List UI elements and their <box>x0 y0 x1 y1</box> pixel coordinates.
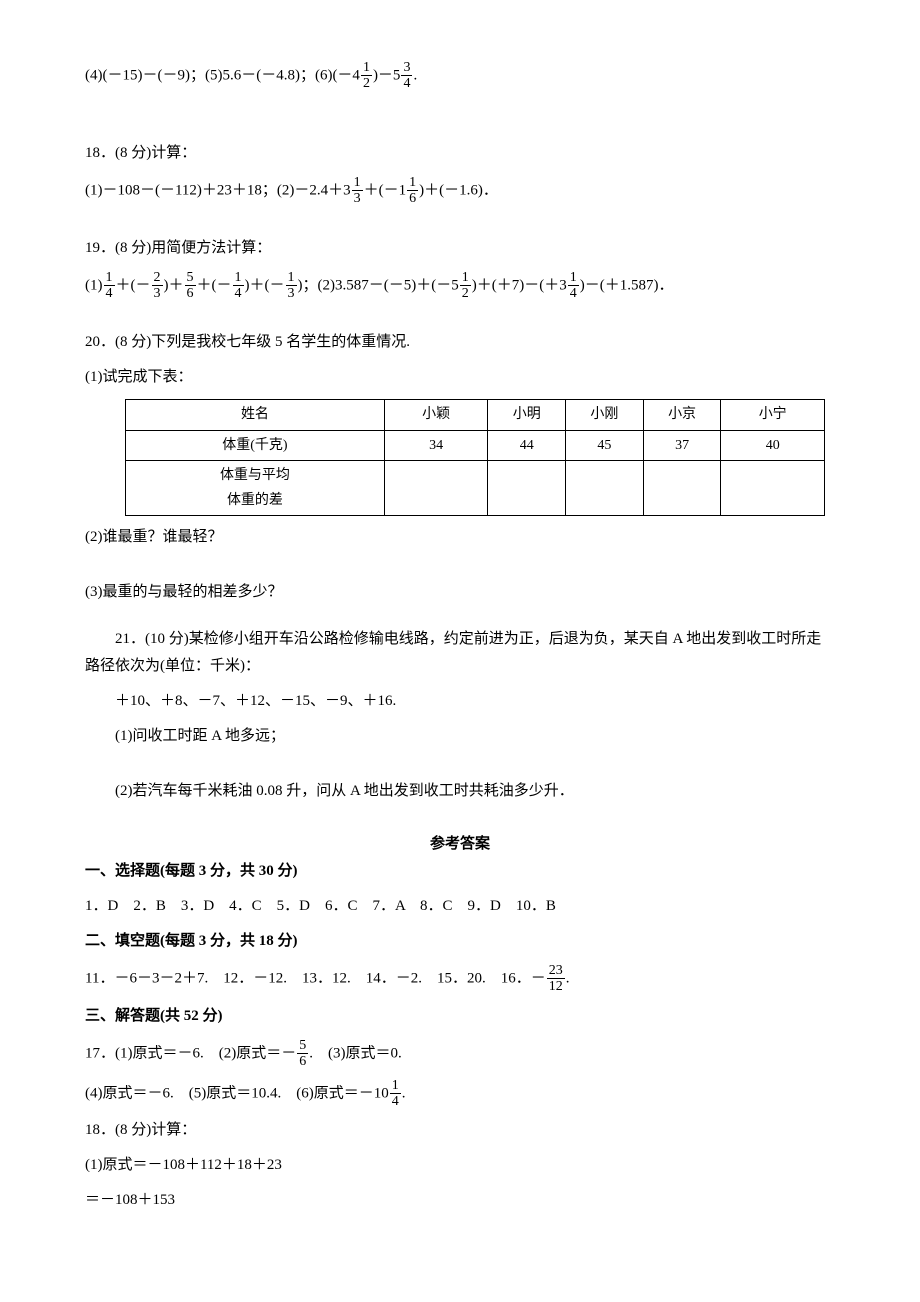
th-name: 姓名 <box>126 400 385 430</box>
a17-b: . (3)原式＝0. <box>309 1045 402 1061</box>
q19-c: )＋ <box>164 277 184 293</box>
frac-3-4: 34 <box>401 60 412 92</box>
a18-1b: ＝－108＋153 <box>85 1187 835 1214</box>
q19-b: ＋(－ <box>116 277 151 293</box>
row2-label-a: 体重与平均 <box>132 463 378 488</box>
frac-1-2: 12 <box>361 60 372 92</box>
q20-1: (1)试完成下表： <box>85 364 835 391</box>
sec1-title: 一、选择题(每题 3 分，共 30 分) <box>85 858 835 885</box>
q20-title: 20．(8 分)下列是我校七年级 5 名学生的体重情况. <box>85 329 835 356</box>
table-header-row: 姓名 小颖 小明 小刚 小京 小宁 <box>126 400 825 430</box>
sec2-text-b: . <box>566 970 570 986</box>
q19-g: )＋(＋7)－(＋3 <box>472 277 567 293</box>
q21-1: (1)问收工时距 A 地多远； <box>85 723 835 750</box>
row1-c2: 44 <box>488 430 566 460</box>
row2-c4 <box>643 460 721 515</box>
th-3: 小刚 <box>566 400 644 430</box>
frac-1-6: 16 <box>407 175 418 207</box>
a18-title: 18．(8 分)计算： <box>85 1117 835 1144</box>
sec2-title: 二、填空题(每题 3 分，共 18 分) <box>85 928 835 955</box>
frac-1-2-b: 12 <box>460 270 471 302</box>
q19-h: )－(＋1.587)． <box>580 277 674 293</box>
a17-2b: . <box>402 1085 406 1101</box>
q21-title: 21．(10 分)某检修小组开车沿公路检修输电线路，约定前进为正，后退为负，某天… <box>85 626 835 680</box>
q19-body: (1)14＋(－23)＋56＋(－14)＋(－13)；(2)3.587－(－5)… <box>85 270 835 302</box>
a18-1a: (1)原式＝－108＋112＋18＋23 <box>85 1152 835 1179</box>
q19-title: 19．(8 分)用简便方法计算： <box>85 235 835 262</box>
q17-sub-end: . <box>413 67 417 83</box>
th-4: 小京 <box>643 400 721 430</box>
row1-c1: 34 <box>384 430 488 460</box>
row2-c1 <box>384 460 488 515</box>
a17-a: 17．(1)原式＝－6. (2)原式＝－ <box>85 1045 296 1061</box>
a17-2a: (4)原式＝－6. (5)原式＝10.4. (6)原式＝－10 <box>85 1085 389 1101</box>
q18-text-a: (1)－108－(－112)＋23＋18；(2)－2.4＋3 <box>85 182 351 198</box>
q18-body: (1)－108－(－112)＋23＋18；(2)－2.4＋313＋(－116)＋… <box>85 175 835 207</box>
frac-1-4-a: 14 <box>104 270 115 302</box>
row2-c2 <box>488 460 566 515</box>
th-2: 小明 <box>488 400 566 430</box>
q17-continuation: (4)(－15)－(－9)；(5)5.6－(－4.8)；(6)(－412)－53… <box>85 60 835 92</box>
frac-1-3-b: 13 <box>286 270 297 302</box>
frac-1-4-b: 14 <box>233 270 244 302</box>
q18-text-b: ＋(－1 <box>364 182 407 198</box>
q20-2: (2)谁最重？谁最轻？ <box>85 524 835 551</box>
table-row-diff: 体重与平均 体重的差 <box>126 460 825 515</box>
row1-c3: 45 <box>566 430 644 460</box>
q19-e: )＋(－ <box>245 277 285 293</box>
q18-text-c: )＋(－1.6)． <box>419 182 498 198</box>
a17-line1: 17．(1)原式＝－6. (2)原式＝－56. (3)原式＝0. <box>85 1038 835 1070</box>
q20-3: (3)最重的与最轻的相差多少？ <box>85 579 835 606</box>
q21-2: (2)若汽车每千米耗油 0.08 升，问从 A 地出发到收工时共耗油多少升． <box>85 778 835 805</box>
table-row-weight: 体重(千克) 34 44 45 37 40 <box>126 430 825 460</box>
row1-c4: 37 <box>643 430 721 460</box>
frac-1-4-ans: 14 <box>390 1078 401 1110</box>
frac-1-4-c: 14 <box>568 270 579 302</box>
q19-f: )；(2)3.587－(－5)＋(－5 <box>298 277 459 293</box>
q21-data: ＋10、＋8、－7、＋12、－15、－9、＋16. <box>85 688 835 715</box>
sec2-answers: 11．－6－3－2＋7. 12．－12. 13．12. 14．－2. 15．20… <box>85 963 835 995</box>
sec2-text-a: 11．－6－3－2＋7. 12．－12. 13．12. 14．－2. 15．20… <box>85 970 546 986</box>
q19-a: (1) <box>85 277 103 293</box>
row2-label: 体重与平均 体重的差 <box>126 460 385 515</box>
sec1-answers: 1．D 2．B 3．D 4．C 5．D 6．C 7．A 8．C 9．D 10．B <box>85 893 835 920</box>
frac-2-3: 23 <box>152 270 163 302</box>
row2-c3 <box>566 460 644 515</box>
q19-d: ＋(－ <box>197 277 232 293</box>
row1-c5: 40 <box>721 430 825 460</box>
a17-line2: (4)原式＝－6. (5)原式＝10.4. (6)原式＝－1014. <box>85 1078 835 1110</box>
q17-sub4-6-text-a: (4)(－15)－(－9)；(5)5.6－(－4.8)；(6)(－4 <box>85 67 360 83</box>
frac-5-6-ans: 56 <box>297 1038 308 1070</box>
frac-23-12: 2312 <box>547 963 565 995</box>
q17-sub-mid: )－5 <box>373 67 401 83</box>
th-1: 小颖 <box>384 400 488 430</box>
th-5: 小宁 <box>721 400 825 430</box>
sec3-title: 三、解答题(共 52 分) <box>85 1003 835 1030</box>
frac-5-6: 56 <box>185 270 196 302</box>
q18-title: 18．(8 分)计算： <box>85 140 835 167</box>
row2-label-b: 体重的差 <box>132 488 378 513</box>
answers-title: 参考答案 <box>85 831 835 858</box>
row2-c5 <box>721 460 825 515</box>
weight-table: 姓名 小颖 小明 小刚 小京 小宁 体重(千克) 34 44 45 37 40 … <box>125 399 825 516</box>
row1-label: 体重(千克) <box>126 430 385 460</box>
frac-1-3: 13 <box>352 175 363 207</box>
